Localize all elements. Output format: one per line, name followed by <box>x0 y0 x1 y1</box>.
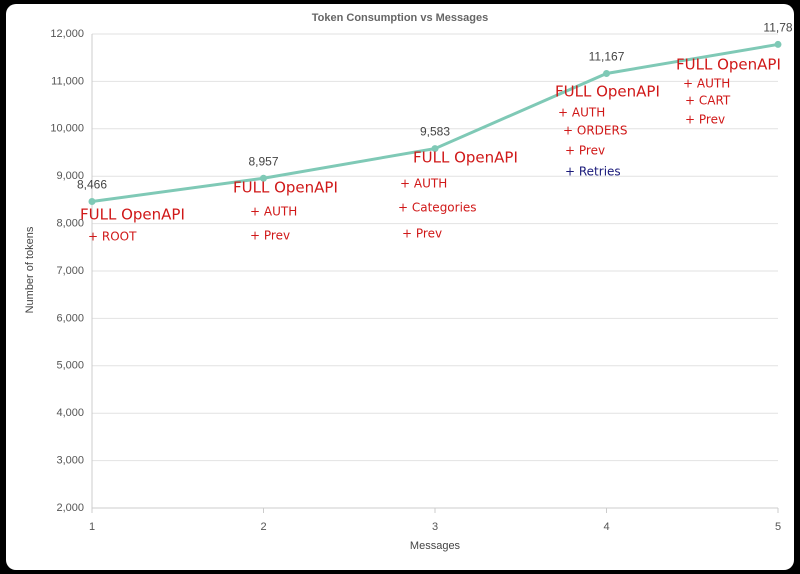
data-label: 8,466 <box>77 178 107 192</box>
y-tick-label: 6,000 <box>56 312 84 324</box>
y-tick-label: 3,000 <box>56 455 84 467</box>
point <box>88 198 96 206</box>
point <box>431 145 439 153</box>
y-tick-label: 8,000 <box>56 218 84 230</box>
annotation: + Prev <box>685 113 725 127</box>
annotation: + Prev <box>402 227 442 241</box>
chart-title: Token Consumption vs Messages <box>312 12 488 24</box>
annotation: + AUTH <box>558 106 605 120</box>
point <box>774 40 782 48</box>
annotation: + CART <box>685 94 731 108</box>
y-tick-label: 12,000 <box>50 28 84 40</box>
annotation: + ORDERS <box>563 124 627 138</box>
data-label: 8,957 <box>248 154 278 168</box>
annotation: + ROOT <box>88 230 137 244</box>
y-tick-label: 10,000 <box>50 123 84 135</box>
y-tick-label: 11,000 <box>51 75 84 87</box>
x-tick-label: 5 <box>775 521 781 533</box>
x-axis-label: Messages <box>410 540 461 552</box>
data-label: 9,583 <box>420 125 450 139</box>
x-tick-label: 3 <box>432 521 438 533</box>
point <box>260 174 267 182</box>
annotation: FULL OpenAPI <box>233 179 338 197</box>
y-tick-label: 5,000 <box>56 360 84 372</box>
annotation: FULL OpenAPI <box>80 206 185 224</box>
y-tick-label: 4,000 <box>56 407 84 419</box>
x-tick-label: 2 <box>260 521 266 533</box>
annotation: FULL OpenAPI <box>676 56 781 74</box>
x-tick-label: 4 <box>603 521 609 533</box>
y-tick-label: 2,000 <box>56 502 84 514</box>
annotation: FULL OpenAPI <box>555 83 660 101</box>
annotation: + Prev <box>250 229 290 243</box>
data-label: 11,78 <box>763 21 792 35</box>
annotation: + AUTH <box>400 177 447 191</box>
data-label: 11,167 <box>589 50 625 64</box>
panel <box>6 4 794 570</box>
annotation: + AUTH <box>250 205 297 219</box>
y-tick-label: 7,000 <box>56 265 84 277</box>
annotation: FULL OpenAPI <box>413 149 518 167</box>
y-axis-label: Number of tokens <box>24 226 36 313</box>
annotation: + Retries <box>565 165 621 179</box>
annotation: + Categories <box>398 201 477 215</box>
x-tick-label: 1 <box>89 521 95 533</box>
annotation: + AUTH <box>683 77 730 91</box>
point <box>603 69 610 77</box>
annotation: + Prev <box>565 144 605 158</box>
y-tick-label: 9,000 <box>56 170 84 182</box>
